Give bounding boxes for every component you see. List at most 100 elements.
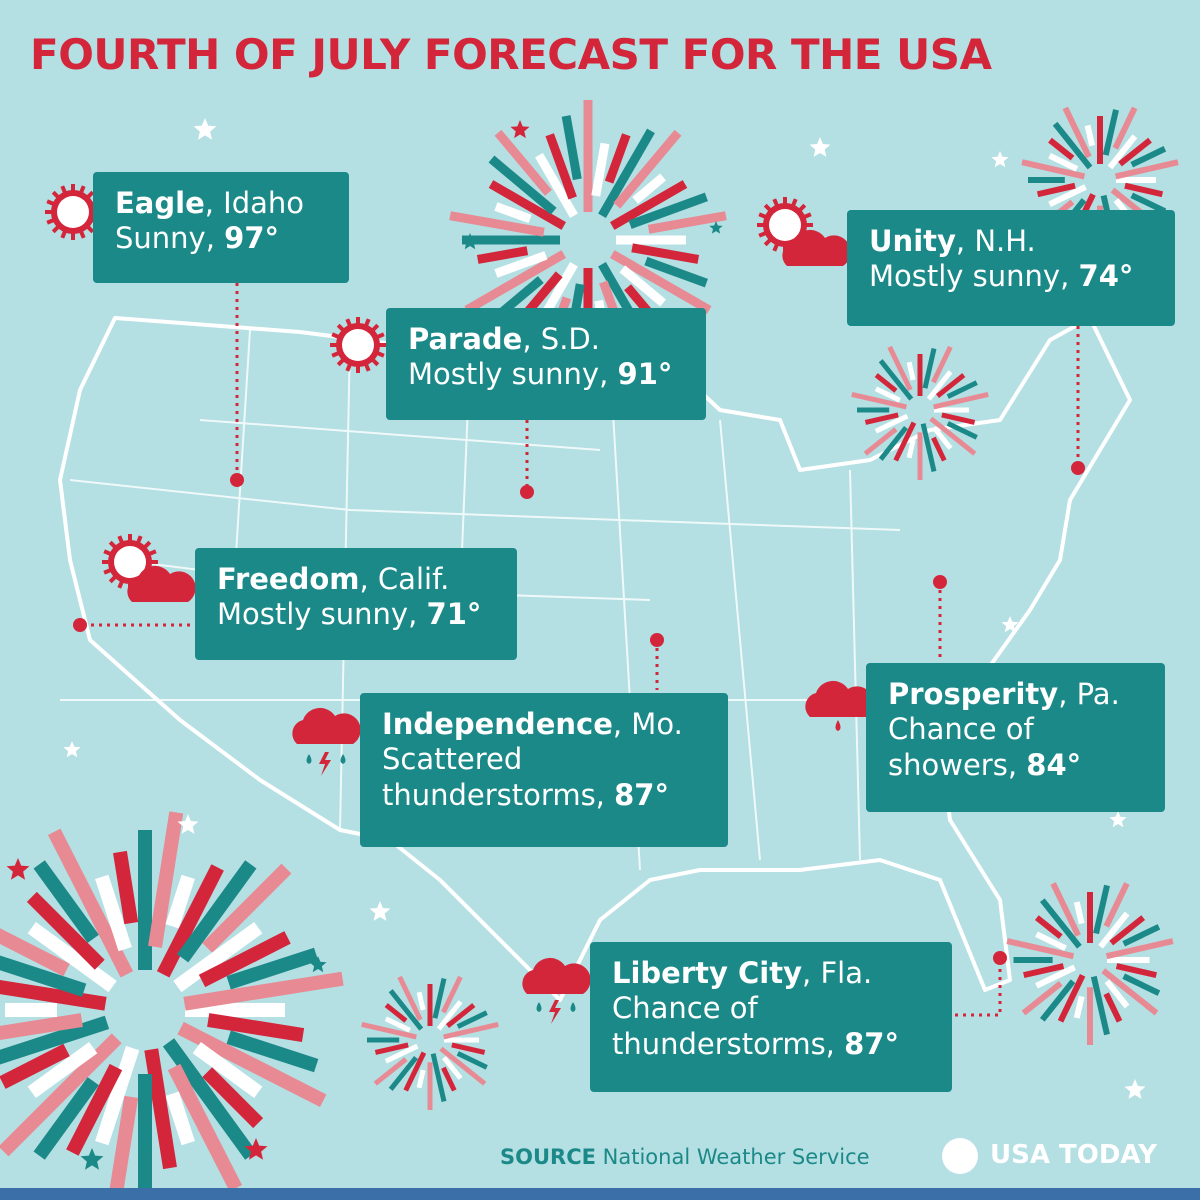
location-dot — [650, 633, 664, 647]
firework-ray — [192, 1041, 263, 1098]
bolt — [549, 1000, 561, 1024]
forecast-box: Independence, Mo. Scattered thunderstorms… — [360, 693, 728, 847]
cloud — [127, 565, 196, 602]
firework-ray — [946, 380, 978, 399]
firework-ray — [451, 1042, 486, 1055]
firework-ray — [647, 211, 727, 234]
title: FOURTH OF JULY FORECAST FOR THE USA — [30, 30, 992, 79]
firework-ray — [619, 265, 666, 307]
firework-ray — [604, 133, 631, 184]
firework-ray — [1114, 159, 1179, 180]
firework-ray — [631, 243, 700, 264]
firework-ray — [403, 1051, 427, 1092]
forecast: Chance of showers, — [888, 712, 1034, 782]
temp: 87° — [614, 777, 669, 812]
state: , Calif. — [359, 562, 450, 596]
firework-ray — [494, 251, 548, 278]
firework-ray — [441, 1066, 457, 1092]
firework-ray — [432, 978, 447, 1019]
firework-ray — [1073, 901, 1085, 925]
star — [244, 1138, 268, 1160]
star — [809, 137, 831, 157]
firework-ray — [202, 1067, 264, 1129]
city: Unity — [869, 224, 956, 258]
logo-dot — [942, 1138, 978, 1174]
firework-ray — [488, 180, 567, 230]
firework-ray — [887, 345, 913, 391]
firework-ray — [644, 256, 708, 288]
firework-ray — [1048, 137, 1075, 161]
firework-ray — [941, 412, 976, 425]
firework-ray — [1048, 152, 1079, 172]
firework-ray — [874, 386, 901, 403]
firework-ray — [66, 1063, 123, 1156]
firework-ray — [1048, 184, 1087, 208]
star — [6, 858, 30, 880]
firework-ray — [416, 1069, 426, 1089]
firework-ray — [878, 425, 908, 461]
firework-ray — [442, 1055, 463, 1080]
firework-ray — [628, 192, 708, 229]
star — [1001, 616, 1019, 633]
forecast-box: Liberty City, Fla. Chance of thunderstorm… — [590, 942, 952, 1092]
state: , Pa. — [1058, 677, 1120, 711]
firework-ray — [494, 129, 552, 196]
firework-ray — [198, 931, 291, 988]
location-dot — [230, 473, 244, 487]
firework-ray — [0, 1043, 70, 1089]
firework-ray — [1039, 979, 1076, 1022]
temp: 71° — [426, 597, 482, 632]
cloud — [522, 957, 591, 994]
firework-ray — [374, 1042, 409, 1055]
city: Liberty City — [612, 956, 803, 990]
firework-ray — [1107, 134, 1138, 170]
firework-ray — [361, 1021, 417, 1040]
firework-ray — [946, 421, 978, 440]
firework-ray — [1036, 182, 1076, 198]
star — [80, 1148, 104, 1170]
firework-ray — [27, 1041, 98, 1098]
star — [510, 120, 530, 139]
firework-ray — [632, 173, 666, 204]
firework-ray — [874, 413, 909, 434]
firework-ray — [436, 1000, 463, 1031]
firework-ray — [47, 828, 134, 978]
firework-ray — [165, 874, 195, 929]
source: SOURCE National Weather Service — [500, 1145, 870, 1169]
cloud — [782, 229, 851, 266]
location-dot — [1071, 461, 1085, 475]
firework-ray — [384, 1043, 419, 1064]
firework-ray — [397, 975, 423, 1021]
firework-ray — [935, 373, 966, 398]
firework-ray — [443, 1021, 499, 1040]
firework-ray — [1035, 931, 1067, 951]
firework-ray — [1124, 182, 1164, 198]
bottom-strip — [0, 1188, 1200, 1200]
firework-ray — [863, 427, 898, 456]
firework-ray — [1050, 882, 1081, 937]
location-dot — [73, 618, 87, 632]
city: Eagle — [115, 186, 205, 220]
forecast-box: Eagle, Idaho Sunny, 97° — [93, 172, 349, 283]
firework-ray — [456, 1010, 488, 1029]
firework-ray — [177, 1021, 327, 1108]
city: Parade — [408, 322, 523, 356]
star — [991, 151, 1009, 168]
forecast-box: Unity, N.H. Mostly sunny, 74° — [847, 210, 1175, 326]
firework-ray — [609, 180, 688, 230]
firework-ray — [494, 202, 532, 224]
firework-ray — [931, 436, 947, 462]
firework-ray — [1006, 938, 1075, 960]
firework-ray — [1130, 146, 1167, 168]
star — [193, 118, 217, 140]
star — [63, 741, 81, 758]
location-dot — [520, 485, 534, 499]
firework-ray — [1062, 106, 1092, 159]
location-dot — [993, 951, 1007, 965]
firework-ray — [1105, 938, 1174, 960]
source-label: SOURCE — [500, 1145, 596, 1169]
firework-ray — [373, 1057, 408, 1086]
firework-ray — [1090, 975, 1110, 1036]
state: , N.H. — [955, 224, 1036, 258]
